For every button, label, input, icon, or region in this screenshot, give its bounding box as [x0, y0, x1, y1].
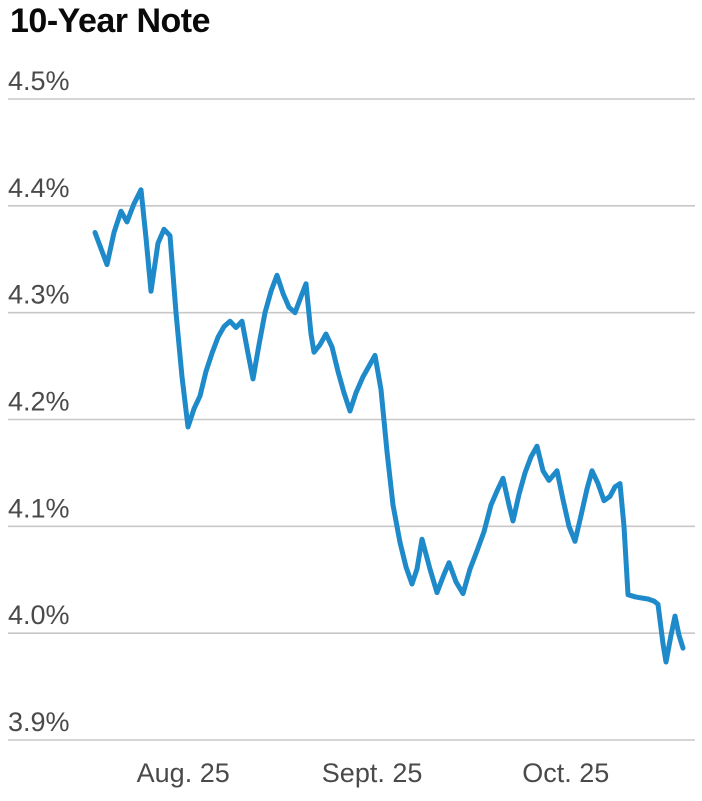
x-axis-tick-label: Aug. 25	[137, 758, 230, 788]
y-axis-tick-label: 3.9%	[8, 707, 70, 737]
x-axis-tick-label: Sept. 25	[322, 758, 423, 788]
yield-data-line	[92, 187, 686, 665]
y-axis-tick-label: 4.0%	[8, 600, 70, 630]
chart-title: 10-Year Note	[10, 2, 211, 40]
y-axis-tick-label: 4.5%	[8, 66, 70, 96]
y-axis-tick-label: 4.4%	[8, 173, 70, 203]
y-axis-tick-label: 4.3%	[8, 280, 70, 310]
y-axis-tick-label: 4.1%	[8, 493, 70, 523]
y-axis-tick-label: 4.2%	[8, 387, 70, 417]
x-axis-tick-label: Oct. 25	[522, 758, 609, 788]
